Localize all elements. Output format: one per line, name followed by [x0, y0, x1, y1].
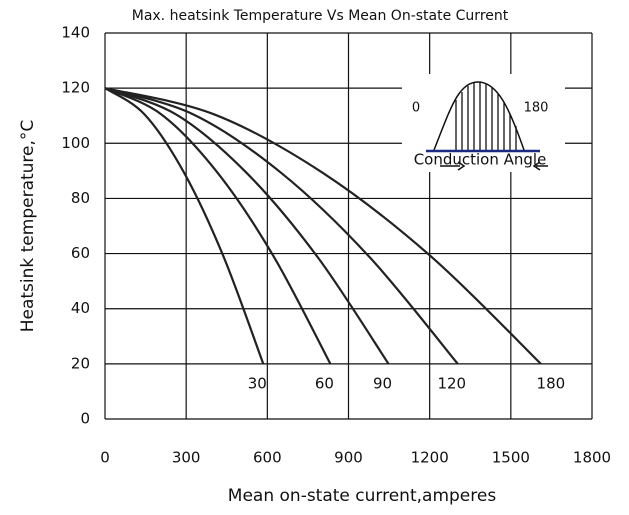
- x-tick-label: 1200: [411, 449, 449, 467]
- inset-arrows: [440, 161, 548, 171]
- y-axis-label: Heatsink temperature,°C: [18, 120, 38, 333]
- x-tick-label: 600: [253, 449, 282, 467]
- inset-end-label: 180: [524, 101, 549, 116]
- x-axis-label: Mean on-state current,amperes: [228, 486, 497, 506]
- y-tick-label: 0: [80, 410, 90, 428]
- series-label: 30: [248, 374, 267, 392]
- y-tick-label: 100: [61, 134, 90, 152]
- x-tick-label: 1500: [492, 449, 530, 467]
- inset-box: [402, 74, 565, 172]
- inset-wave: [433, 81, 525, 151]
- y-tick-label: 120: [61, 79, 90, 97]
- series-line: [104, 87, 390, 365]
- series-line: [104, 87, 265, 365]
- x-tick-label: 300: [172, 449, 201, 467]
- x-tick-label: 900: [334, 449, 363, 467]
- series-line: [104, 87, 332, 365]
- x-tick-label: 0: [100, 449, 110, 467]
- y-tick-label: 40: [71, 299, 90, 317]
- inset-start-label: 0: [412, 101, 420, 116]
- y-tick-label: 20: [71, 354, 90, 372]
- y-tick-label: 80: [71, 189, 90, 207]
- y-tick-label: 60: [71, 244, 90, 262]
- x-tick-label: 1800: [573, 449, 611, 467]
- inset-caption: Conduction Angle: [414, 151, 547, 169]
- series-line: [104, 87, 542, 365]
- chart-title: Max. heatsink Temperature Vs Mean On-sta…: [132, 8, 509, 24]
- y-tick-label: 140: [61, 24, 90, 42]
- series-label: 180: [537, 374, 566, 392]
- series-line: [104, 87, 459, 365]
- series-label: 120: [437, 374, 466, 392]
- inset: 0 180 Conduction Angle: [402, 74, 565, 172]
- series-label: 90: [373, 374, 392, 392]
- inset-hatch: [455, 82, 517, 150]
- series-label: 60: [315, 374, 334, 392]
